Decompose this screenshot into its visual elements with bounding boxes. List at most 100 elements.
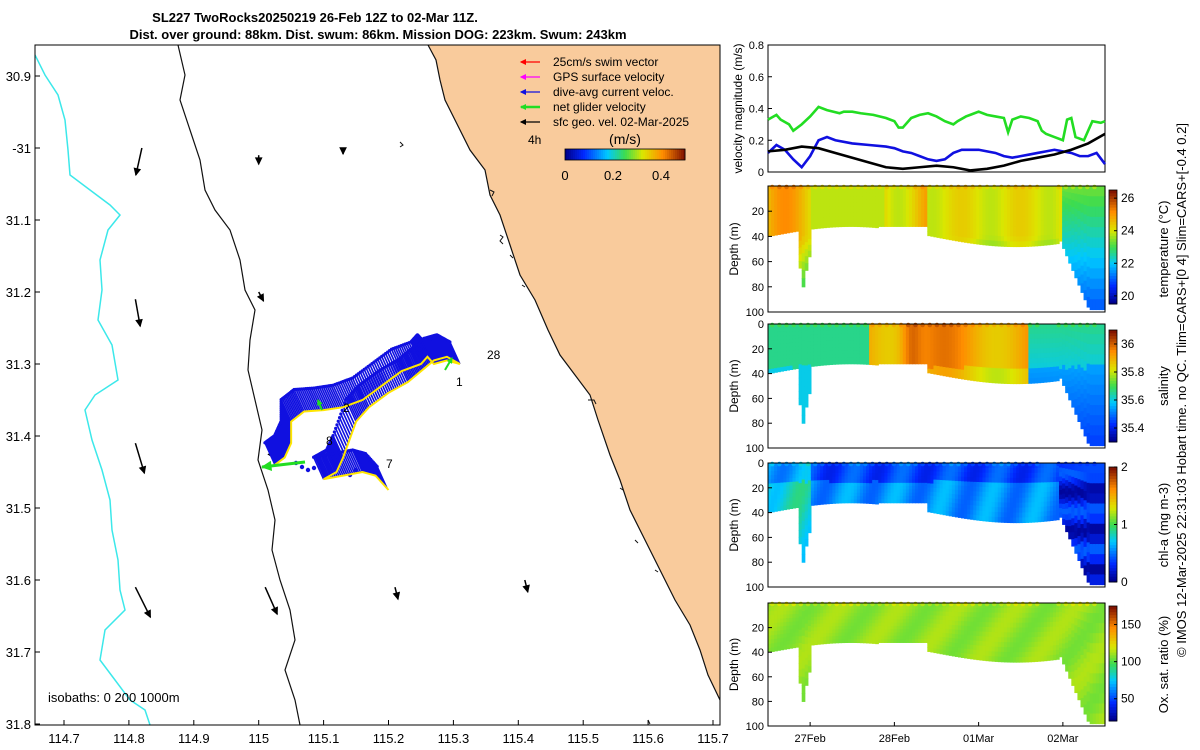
section-cell (783, 347, 787, 352)
surface-dot (1020, 461, 1026, 467)
section-cell (991, 363, 996, 369)
current-vector (364, 380, 376, 404)
section-cell (918, 330, 922, 335)
section-cell (997, 324, 1002, 330)
section-cell (850, 360, 855, 365)
section-cell (807, 244, 812, 252)
section-cell (911, 343, 916, 348)
section-cell (896, 472, 901, 477)
section-cell (771, 491, 775, 497)
section-cell (844, 330, 849, 335)
section-cell (847, 212, 852, 217)
section-cell (1000, 236, 1005, 242)
section-cell (924, 186, 928, 190)
section-cell (1000, 343, 1005, 350)
section-colorbar-tick-label: 35.4 (1121, 421, 1145, 435)
current-vector (279, 423, 291, 447)
section-cell (1052, 328, 1057, 335)
section-cell (985, 328, 990, 335)
section-cell (1003, 236, 1008, 242)
section-cell (964, 333, 968, 339)
section-cell (899, 489, 904, 494)
section-cell (973, 496, 977, 502)
section-cell (930, 467, 935, 472)
section-cell (1019, 226, 1023, 232)
section-cell (866, 347, 870, 352)
section-cell (1046, 324, 1051, 330)
section-cell (973, 472, 977, 478)
colorbar-segment (593, 149, 596, 160)
section-cell (961, 223, 965, 229)
section-cell (768, 231, 772, 237)
section-cell (1080, 248, 1085, 258)
section-cell (1016, 353, 1020, 360)
section-cell (838, 463, 843, 467)
colorbar-segment (571, 149, 574, 160)
section-cell (982, 501, 987, 507)
surface-dot (863, 322, 868, 328)
section-cell (850, 476, 855, 481)
section-cell (817, 490, 821, 495)
section-cell (957, 231, 962, 238)
section-cell (859, 489, 864, 494)
section-cell (1083, 407, 1088, 418)
section-cell (1034, 373, 1039, 379)
section-cell (902, 496, 907, 500)
section-cell (817, 327, 821, 332)
section-cell (826, 361, 830, 366)
section-cell (887, 216, 892, 221)
section-cell (1077, 552, 1082, 561)
section-cell (847, 353, 852, 358)
section-cell (1019, 231, 1023, 237)
current-vector (274, 433, 287, 457)
section-cell (774, 348, 778, 353)
section-cell (973, 190, 977, 197)
section-cell (810, 362, 815, 367)
section-cell (881, 343, 886, 348)
section-cell (954, 190, 959, 196)
section-cell (1016, 502, 1020, 509)
section-cell (826, 496, 830, 501)
section-cell (853, 499, 858, 504)
section-cell (957, 508, 962, 514)
section-cell (795, 481, 800, 486)
section-cell (1086, 186, 1091, 197)
section-cell (783, 351, 787, 356)
section-cell (1055, 491, 1060, 497)
section-cell (789, 331, 794, 336)
section-cell (881, 360, 886, 365)
section-cell (991, 190, 996, 197)
section-cell (982, 376, 987, 383)
section-cell (789, 497, 794, 502)
section-cell (1083, 546, 1088, 557)
section-cell (1010, 482, 1014, 489)
section-cell (847, 466, 852, 471)
section-cell (1037, 482, 1042, 489)
section-cell (804, 511, 809, 519)
section-cell (902, 340, 907, 345)
section-cell (1046, 463, 1051, 469)
section-cell (786, 358, 791, 363)
section-cell (908, 469, 913, 474)
section-cell (869, 213, 873, 218)
section-cell (927, 202, 931, 208)
section-cell (774, 360, 778, 365)
section-cell (954, 368, 959, 374)
colorbar-segment (637, 149, 640, 160)
section-cell (1092, 237, 1097, 249)
current-vector (438, 335, 451, 359)
section-cell (927, 332, 931, 337)
section-cell (887, 482, 892, 487)
section-cell (997, 492, 1002, 499)
section-cell (921, 219, 925, 224)
section-cell (884, 482, 889, 487)
section-cell (789, 350, 794, 355)
section-cell (823, 334, 827, 339)
section-cell (887, 192, 892, 197)
section-cell (982, 343, 987, 349)
velocity-series-line (767, 105, 1106, 143)
section-cell (810, 211, 815, 216)
section-cell (973, 347, 977, 353)
section-cell (982, 467, 987, 474)
current-vector (338, 452, 350, 475)
